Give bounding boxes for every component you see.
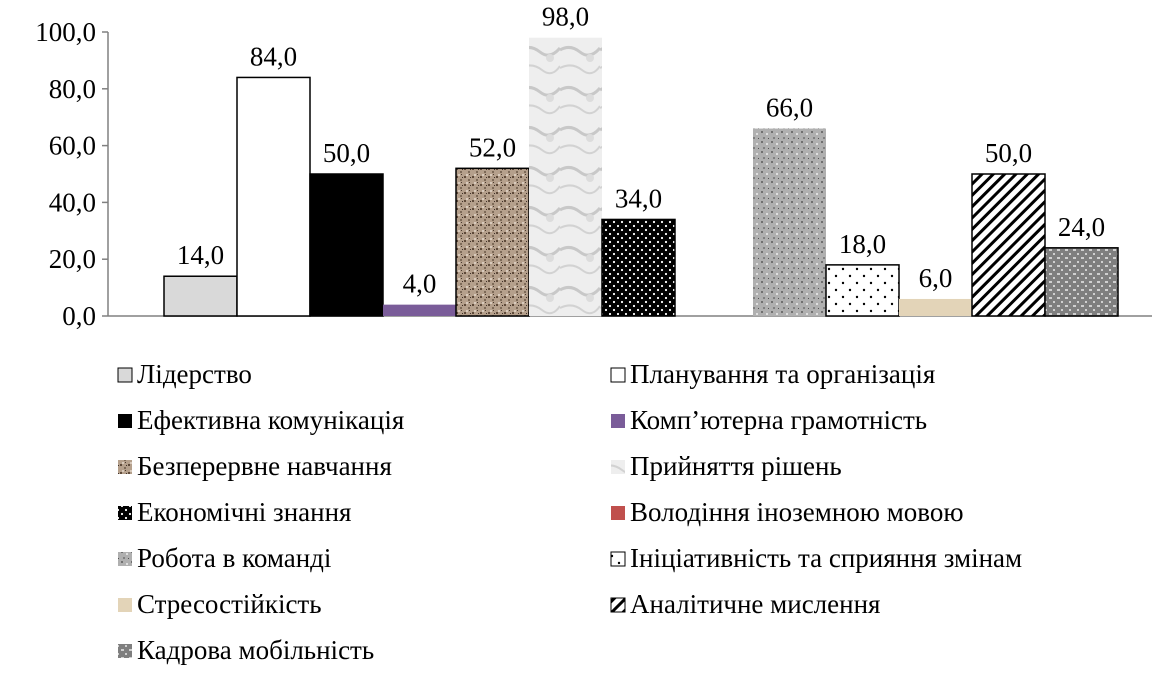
legend-item-7: Економічні знання [118,497,351,527]
legend: Лідерство Планування та організація Ефекти… [117,359,1022,665]
y-tick-label: 60,0 [49,131,96,161]
bar-10 [825,264,900,317]
legend-item-5: Безперервне навчання [118,451,392,481]
legend-item-9: Робота в команді [118,543,331,573]
y-tick-label: 80,0 [49,74,96,104]
bar-5 [455,167,530,317]
legend-swatch [611,414,625,428]
data-label-9: 66,0 [766,93,813,123]
legend-swatch [611,460,625,474]
legend-label: Аналітичне мислення [630,589,880,619]
legend-label: Лідерство [137,359,252,389]
legend-item-8: Володіння іноземною мовою [611,497,964,527]
data-labels: 14,0 84,0 50,0 4,0 52,0 98,0 34,0 66,0 18,0 6,0 50… [177,2,1105,299]
y-tick-label: 0,0 [62,301,96,331]
legend-label: Володіння іноземною мовою [630,497,964,527]
data-label-2: 84,0 [250,41,297,71]
legend-swatch [118,552,132,566]
legend-label: Безперервне навчання [137,451,392,481]
legend-item-4: Комп’ютерна грамотність [611,405,927,435]
bar-3 [309,173,384,317]
legend-swatch [118,598,132,612]
bar-2 [236,76,311,317]
legend-item-1: Лідерство [117,359,252,389]
bar-6 [529,37,602,317]
legend-swatch [118,506,132,520]
bar-7 [601,218,676,317]
legend-swatch [118,414,132,428]
legend-label: Кадрова мобільність [137,635,374,665]
bar-12 [971,173,1046,317]
legend-item-12: Аналітичне мислення [610,589,880,619]
data-label-6: 98,0 [542,2,589,32]
y-tick-label: 40,0 [49,187,96,217]
legend-swatch [610,367,626,383]
data-label-5: 52,0 [469,132,516,162]
bar-9 [753,128,826,316]
legend-item-10: Ініціативність та сприяння змінам [610,543,1022,573]
y-tick-label: 100,0 [35,17,96,47]
bar-4 [383,304,456,316]
legend-item-11: Стресостійкість [118,589,322,619]
y-tick-label: 20,0 [49,244,96,274]
legend-swatch [610,597,626,613]
legend-swatch [117,367,133,383]
legend-label: Комп’ютерна грамотність [630,405,927,435]
legend-label: Ініціативність та сприяння змінам [630,543,1022,573]
bars [163,37,1119,317]
legend-item-13: Кадрова мобільність [118,635,374,665]
legend-label: Планування та організація [630,359,935,389]
data-label-4: 4,0 [403,269,437,299]
legend-swatch [118,460,132,474]
legend-item-3: Ефективна комунікація [118,405,404,435]
legend-label: Стресостійкість [137,589,322,619]
legend-swatch [610,551,626,567]
bar-11 [899,298,972,316]
data-label-13: 24,0 [1058,212,1105,242]
data-label-12: 50,0 [985,138,1032,168]
legend-swatch [611,506,625,520]
legend-label: Робота в команді [137,543,331,573]
legend-swatch [118,644,132,658]
legend-item-6: Прийняття рішень [611,451,842,481]
legend-label: Економічні знання [137,497,351,527]
legend-item-2: Планування та організація [610,359,935,389]
data-label-11: 6,0 [919,263,953,293]
data-label-7: 34,0 [615,183,662,213]
y-axis: 0,0 20,0 40,0 60,0 80,0 100,0 [35,17,109,331]
data-label-10: 18,0 [839,229,886,259]
legend-label: Прийняття рішень [630,451,842,481]
bar-1 [163,275,238,317]
data-label-3: 50,0 [323,138,370,168]
data-label-1: 14,0 [177,240,224,270]
legend-label: Ефективна комунікація [137,405,404,435]
bar-13 [1044,247,1119,317]
